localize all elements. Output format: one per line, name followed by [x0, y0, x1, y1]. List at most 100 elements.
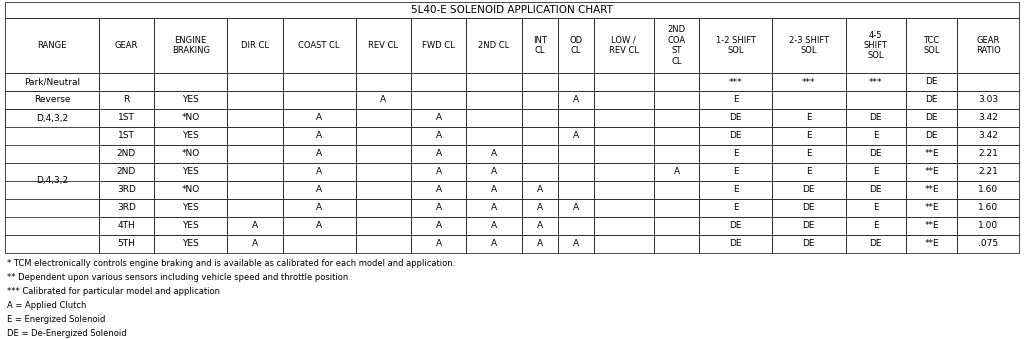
Bar	[957, 127, 1019, 145]
Bar	[521, 217, 558, 235]
Text: 2ND
COA
ST
CL: 2ND COA ST CL	[668, 25, 685, 66]
Text: A: A	[435, 132, 441, 140]
Bar	[99, 163, 154, 181]
Bar	[957, 91, 1019, 109]
Bar	[594, 91, 654, 109]
Bar	[594, 73, 654, 91]
Text: A: A	[572, 96, 579, 104]
Bar	[99, 127, 154, 145]
Text: DIR CL: DIR CL	[241, 41, 269, 50]
Bar	[558, 73, 594, 91]
Bar	[846, 127, 906, 145]
Bar	[957, 199, 1019, 217]
Bar	[356, 145, 411, 163]
Bar	[654, 109, 699, 127]
Text: 1.60: 1.60	[978, 203, 998, 213]
Text: 3.42: 3.42	[978, 114, 998, 122]
Bar	[227, 145, 283, 163]
Bar	[466, 181, 521, 199]
Bar	[466, 73, 521, 91]
Bar	[699, 109, 772, 127]
Text: 3.03: 3.03	[978, 96, 998, 104]
Bar	[283, 109, 356, 127]
Bar	[594, 181, 654, 199]
Bar	[411, 91, 466, 109]
Bar	[772, 163, 846, 181]
Bar	[906, 181, 957, 199]
Text: 1.60: 1.60	[978, 185, 998, 195]
Bar	[846, 91, 906, 109]
Text: ***: ***	[869, 78, 883, 86]
Bar	[466, 18, 521, 73]
Bar	[356, 73, 411, 91]
Bar	[356, 91, 411, 109]
Bar	[466, 145, 521, 163]
Text: E: E	[872, 167, 879, 177]
Bar	[654, 73, 699, 91]
Text: A = Applied Clutch: A = Applied Clutch	[7, 301, 86, 311]
Text: A: A	[435, 167, 441, 177]
Bar	[521, 163, 558, 181]
Bar	[906, 127, 957, 145]
Bar	[356, 217, 411, 235]
Bar	[699, 235, 772, 253]
Text: **E: **E	[925, 167, 939, 177]
Bar	[5, 109, 99, 127]
Bar	[356, 163, 411, 181]
Text: A: A	[435, 203, 441, 213]
Text: 3RD: 3RD	[117, 185, 136, 195]
Bar	[699, 163, 772, 181]
Text: DE: DE	[803, 185, 815, 195]
Text: E: E	[872, 203, 879, 213]
Bar	[5, 109, 99, 253]
Bar	[521, 181, 558, 199]
Bar	[772, 181, 846, 199]
Text: YES: YES	[182, 203, 199, 213]
Bar	[906, 199, 957, 217]
Bar	[411, 127, 466, 145]
Text: * TCM electronically controls engine braking and is available as calibrated for : * TCM electronically controls engine bra…	[7, 259, 456, 268]
Bar	[594, 18, 654, 73]
Bar	[99, 18, 154, 73]
Bar	[906, 163, 957, 181]
Text: A: A	[674, 167, 680, 177]
Bar	[227, 163, 283, 181]
Bar	[521, 109, 558, 127]
Bar	[227, 109, 283, 127]
Bar	[283, 145, 356, 163]
Bar	[699, 181, 772, 199]
Text: 2ND: 2ND	[117, 167, 136, 177]
Bar	[99, 91, 154, 109]
Text: E: E	[806, 149, 812, 159]
Bar	[521, 91, 558, 109]
Bar	[154, 91, 227, 109]
Text: A: A	[252, 239, 258, 248]
Text: A: A	[572, 132, 579, 140]
Bar	[521, 18, 558, 73]
Text: A: A	[381, 96, 386, 104]
Bar	[466, 91, 521, 109]
Text: DE: DE	[729, 114, 741, 122]
Bar	[558, 18, 594, 73]
Text: A: A	[252, 221, 258, 231]
Bar	[154, 217, 227, 235]
Bar	[594, 217, 654, 235]
Bar	[846, 199, 906, 217]
Text: D,4,3,2: D,4,3,2	[36, 177, 68, 185]
Bar	[227, 199, 283, 217]
Bar	[283, 127, 356, 145]
Bar	[99, 181, 154, 199]
Bar	[356, 235, 411, 253]
Bar	[699, 91, 772, 109]
Bar	[558, 145, 594, 163]
Bar	[466, 109, 521, 127]
Bar	[957, 73, 1019, 91]
Text: 2ND: 2ND	[117, 149, 136, 159]
Bar	[227, 181, 283, 199]
Bar	[594, 199, 654, 217]
Text: DE: DE	[729, 239, 741, 248]
Text: 1-2 SHIFT
SOL: 1-2 SHIFT SOL	[716, 36, 756, 55]
Bar	[772, 109, 846, 127]
Text: 2-3 SHIFT
SOL: 2-3 SHIFT SOL	[788, 36, 829, 55]
Bar	[906, 109, 957, 127]
